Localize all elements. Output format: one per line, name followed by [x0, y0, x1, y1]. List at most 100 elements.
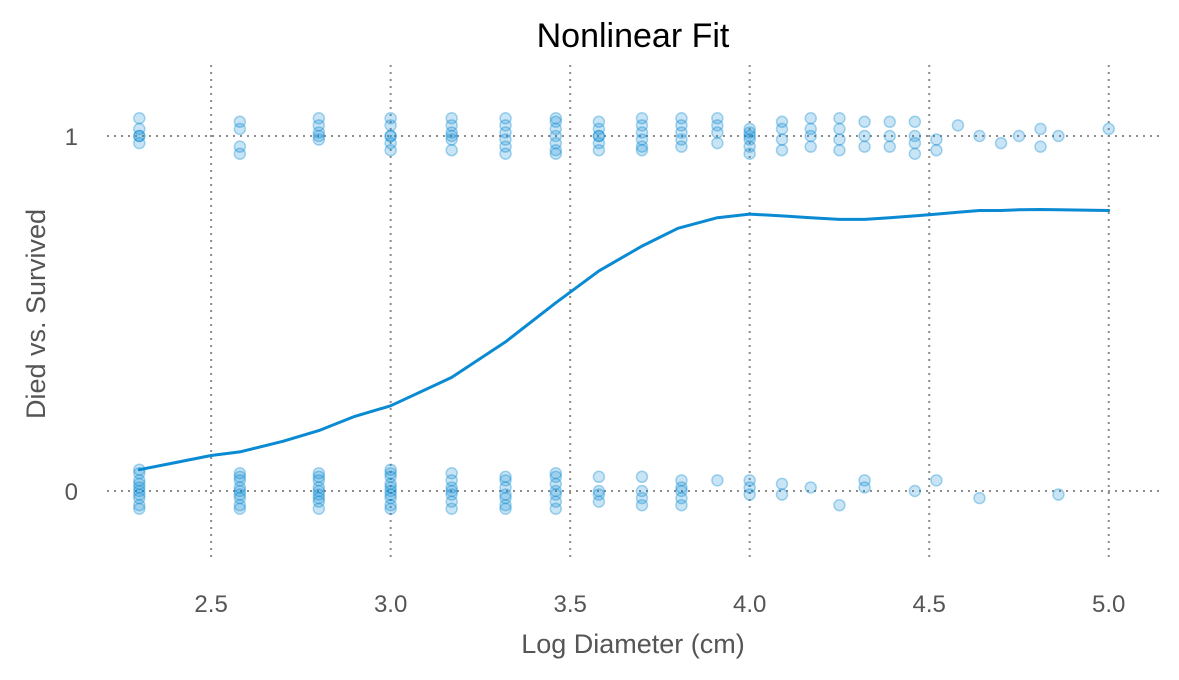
data-point: [804, 122, 817, 136]
data-point: [775, 143, 789, 157]
grid-layer: [107, 65, 1159, 562]
x-tick-label: 3.0: [374, 591, 407, 618]
x-tick-label: 4.5: [913, 591, 946, 618]
data-point: [312, 488, 326, 501]
x-tick-label: 3.5: [553, 591, 586, 618]
data-point: [549, 488, 563, 501]
data-point: [499, 133, 512, 146]
data-point: [635, 112, 649, 125]
data-point: [592, 495, 606, 508]
data-point: [592, 136, 606, 150]
data-point: [1012, 129, 1026, 143]
data-point: [592, 484, 606, 498]
data-point: [1102, 122, 1115, 136]
data-point: [743, 147, 756, 160]
data-point: [499, 498, 512, 512]
data-point: [384, 477, 397, 491]
data-point: [133, 498, 146, 512]
data-point: [312, 484, 326, 498]
data-point: [384, 112, 397, 125]
tick-labels: 2.5 3.0 3.5 4.0 4.5 5.0 0 1: [65, 124, 1126, 618]
data-point: [908, 136, 922, 150]
data-point: [549, 112, 563, 125]
data-point: [930, 143, 943, 157]
data-point: [592, 488, 606, 501]
data-point: [775, 122, 789, 136]
data-point: [592, 470, 606, 484]
data-point: [549, 502, 563, 515]
data-point: [675, 112, 688, 125]
data-point: [711, 136, 724, 150]
data-point: [804, 129, 817, 143]
data-point: [908, 129, 922, 143]
data-point: [312, 495, 326, 508]
data-point: [133, 122, 146, 136]
data-point: [233, 484, 247, 498]
data-point: [1052, 129, 1065, 143]
data-point: [499, 470, 512, 484]
data-point: [233, 122, 247, 136]
data-point: [312, 470, 326, 484]
data-point: [1034, 122, 1047, 136]
data-point: [445, 119, 458, 132]
data-point: [233, 115, 247, 129]
data-point: [635, 140, 649, 153]
data-point: [883, 129, 896, 143]
data-point: [384, 136, 397, 150]
data-point: [549, 147, 563, 160]
data-point: [1052, 488, 1065, 501]
data-point: [908, 484, 922, 498]
data-point: [312, 474, 326, 487]
data-point: [592, 143, 606, 157]
data-point: [775, 115, 789, 129]
data-point: [133, 129, 146, 143]
data-point: [743, 488, 756, 501]
data-point: [743, 126, 756, 139]
y-tick-label: 0: [65, 479, 78, 506]
data-point: [384, 129, 397, 143]
scatter-points: [133, 112, 1115, 515]
data-point: [711, 126, 724, 139]
data-point: [775, 477, 789, 491]
data-point: [445, 126, 458, 139]
data-point: [499, 112, 512, 125]
data-point: [775, 133, 789, 146]
data-point: [499, 147, 512, 160]
data-point: [499, 491, 512, 505]
data-point: [635, 126, 649, 139]
data-point: [312, 481, 326, 494]
data-point: [635, 491, 649, 505]
data-point: [711, 474, 724, 487]
data-point: [384, 498, 397, 512]
data-point: [384, 143, 397, 157]
data-point: [908, 115, 922, 129]
x-axis-label: Log Diameter (cm): [521, 629, 745, 659]
data-point: [549, 495, 563, 508]
data-point: [384, 484, 397, 498]
data-point: [499, 474, 512, 487]
data-point: [133, 502, 146, 515]
data-point: [133, 129, 146, 143]
data-point: [549, 115, 563, 129]
data-point: [133, 474, 146, 487]
data-point: [445, 502, 458, 515]
data-point: [994, 136, 1008, 150]
data-point: [675, 133, 688, 146]
data-point: [549, 136, 563, 150]
data-point: [233, 470, 247, 484]
data-point: [833, 112, 846, 125]
data-point: [133, 477, 146, 491]
data-point: [445, 467, 458, 480]
data-point: [133, 112, 146, 125]
data-point: [445, 112, 458, 125]
data-point: [233, 467, 247, 480]
data-point: [858, 129, 871, 143]
data-point: [858, 140, 871, 153]
data-point: [233, 491, 247, 505]
data-point: [635, 119, 649, 132]
data-point: [675, 498, 688, 512]
data-point: [635, 133, 649, 146]
data-point: [233, 502, 247, 515]
data-point: [312, 126, 326, 139]
